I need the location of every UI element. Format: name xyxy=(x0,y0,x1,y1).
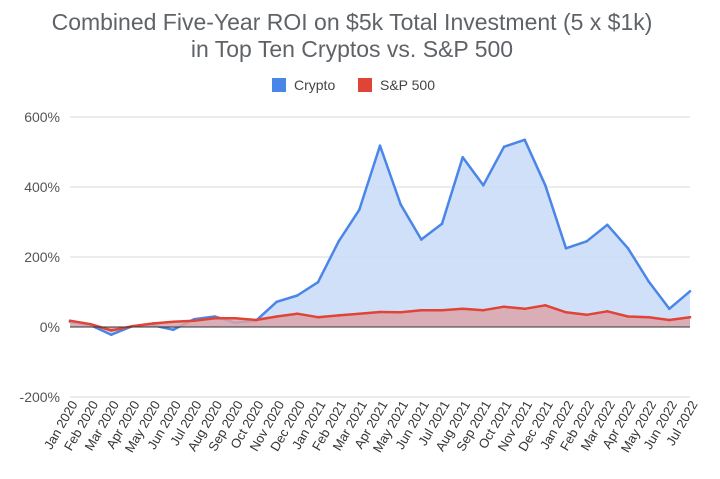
data-point-crypto xyxy=(399,203,403,206)
legend-label-crypto: Crypto xyxy=(294,77,335,93)
data-point-s-p-500 xyxy=(316,315,320,319)
data-point-s-p-500 xyxy=(399,311,403,314)
data-point-crypto xyxy=(296,294,299,297)
data-point-s-p-500 xyxy=(564,311,568,314)
data-point-crypto xyxy=(668,307,671,311)
data-point-s-p-500 xyxy=(234,317,237,320)
data-point-s-p-500 xyxy=(482,308,485,312)
y-tick-label: 600% xyxy=(24,109,60,125)
y-axis-ticks: 600% 400% 200% 0% -200% xyxy=(20,109,60,405)
legend: Crypto S&P 500 xyxy=(272,77,435,93)
data-point-crypto xyxy=(420,238,423,241)
data-point-s-p-500 xyxy=(668,318,671,322)
data-point-s-p-500 xyxy=(358,312,361,316)
chart-subtitle: in Top Ten Cryptos vs. S&P 500 xyxy=(191,36,513,62)
data-point-s-p-500 xyxy=(544,304,547,307)
legend-label-sp500: S&P 500 xyxy=(380,77,435,93)
series-area-s-p-500 xyxy=(70,305,690,331)
data-point-s-p-500 xyxy=(151,322,154,325)
data-point-s-p-500 xyxy=(192,319,196,323)
data-point-s-p-500 xyxy=(296,312,299,316)
data-point-s-p-500 xyxy=(337,314,341,317)
data-point-crypto xyxy=(110,333,113,337)
y-tick-label: -200% xyxy=(20,389,60,405)
legend-swatch-sp500 xyxy=(358,78,372,92)
data-point-s-p-500 xyxy=(68,319,72,323)
y-tick-label: 200% xyxy=(24,249,60,265)
data-point-s-p-500 xyxy=(502,305,506,309)
data-point-s-p-500 xyxy=(89,322,92,326)
data-point-s-p-500 xyxy=(626,315,630,318)
data-point-crypto xyxy=(378,144,382,147)
data-point-s-p-500 xyxy=(688,315,692,319)
data-point-crypto xyxy=(275,300,279,304)
legend-swatch-crypto xyxy=(272,78,286,92)
y-tick-label: 0% xyxy=(40,319,60,335)
data-point-s-p-500 xyxy=(647,315,650,319)
data-point-s-p-500 xyxy=(213,317,216,320)
data-point-crypto xyxy=(440,222,444,226)
data-point-crypto xyxy=(647,280,650,283)
data-point-crypto xyxy=(544,184,547,187)
data-point-crypto xyxy=(626,247,630,250)
data-point-crypto xyxy=(482,184,485,187)
data-point-crypto xyxy=(358,208,361,212)
data-point-crypto xyxy=(316,280,320,284)
data-point-s-p-500 xyxy=(606,310,609,313)
data-point-crypto xyxy=(337,240,341,243)
data-point-s-p-500 xyxy=(440,308,444,312)
data-point-s-p-500 xyxy=(585,313,588,317)
data-point-s-p-500 xyxy=(420,308,423,312)
data-point-crypto xyxy=(502,145,506,149)
data-point-s-p-500 xyxy=(275,315,279,318)
data-point-crypto xyxy=(523,138,526,142)
data-point-s-p-500 xyxy=(172,320,175,324)
y-tick-label: 400% xyxy=(24,179,60,195)
data-point-s-p-500 xyxy=(110,329,113,332)
data-point-crypto xyxy=(688,290,692,293)
series-layer xyxy=(68,138,692,337)
data-point-s-p-500 xyxy=(523,307,526,311)
data-point-s-p-500 xyxy=(378,310,382,314)
data-point-crypto xyxy=(564,247,568,250)
series-area-crypto xyxy=(70,139,690,335)
data-point-s-p-500 xyxy=(461,307,465,311)
chart-title: Combined Five-Year ROI on $5k Total Inve… xyxy=(52,9,653,35)
data-point-s-p-500 xyxy=(254,318,258,322)
data-point-crypto xyxy=(585,240,588,243)
data-point-crypto xyxy=(172,328,175,332)
data-point-crypto xyxy=(461,156,465,159)
data-point-crypto xyxy=(606,223,609,227)
